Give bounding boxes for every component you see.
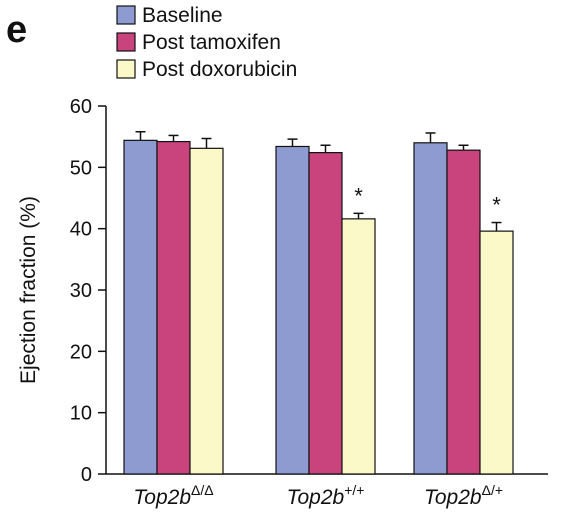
legend-swatch-0 (116, 5, 136, 25)
category-label-1: Top2b+/+ (287, 482, 365, 509)
y-tick-label-10: 10 (70, 403, 92, 425)
y-tick-label-40: 40 (70, 219, 92, 241)
category-label-2: Top2bΔ/+ (424, 482, 503, 509)
legend: Baseline Post tamoxifen Post doxorubicin (116, 4, 297, 81)
bar-2-2 (479, 230, 514, 475)
y-tick-label-50: 50 (70, 157, 92, 179)
legend-label-0: Baseline (142, 4, 223, 27)
category-label-base-0: Top2b (133, 486, 191, 509)
legend-swatch-1 (116, 32, 136, 52)
bar-2-0 (413, 142, 448, 475)
category-labels: Top2bΔ/Δ Top2b+/+ Top2bΔ/+ (133, 482, 503, 509)
bars: * * (123, 131, 514, 475)
y-axis-label: Ejection fraction (%) (17, 196, 40, 384)
axes: 0 10 20 30 40 50 60 (70, 96, 548, 486)
bar-0-1 (156, 140, 191, 475)
y-tick-label-0: 0 (81, 464, 92, 486)
category-label-sup-2: Δ/+ (482, 482, 503, 498)
significance-marker-1: * (492, 193, 501, 218)
category-label-base-2: Top2b (424, 486, 482, 509)
bar-1-1 (308, 152, 343, 475)
legend-label-2: Post doxorubicin (142, 58, 297, 81)
category-label-base-1: Top2b (287, 486, 345, 509)
y-tick-label-20: 20 (70, 341, 92, 363)
category-label-0: Top2bΔ/Δ (133, 482, 213, 509)
significance-marker-0: * (354, 183, 363, 208)
y-tick-label-30: 30 (70, 280, 92, 302)
bar-1-2 (341, 218, 376, 475)
bar-2-1 (446, 149, 481, 475)
y-tick-label-60: 60 (70, 96, 92, 118)
bar-0-2 (189, 147, 224, 475)
category-label-sup-1: +/+ (344, 482, 364, 498)
bar-0-0 (123, 139, 158, 475)
category-label-sup-0: Δ/Δ (191, 482, 214, 498)
legend-swatch-2 (116, 59, 136, 79)
bar-1-0 (275, 145, 310, 475)
legend-label-1: Post tamoxifen (142, 31, 281, 54)
panel-label: e (6, 9, 27, 51)
